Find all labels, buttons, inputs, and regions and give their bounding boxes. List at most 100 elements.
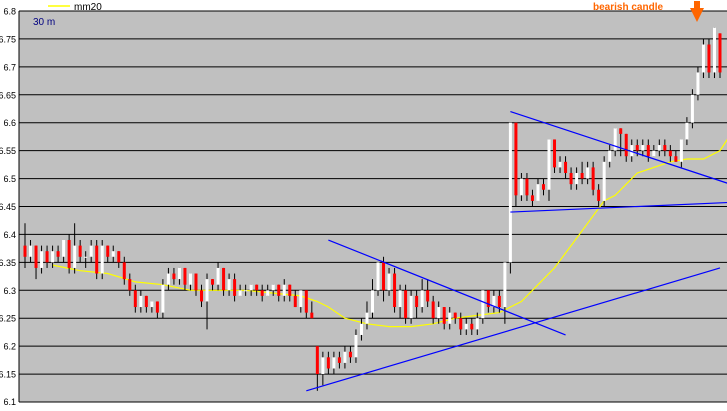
candle-body-bull (73, 245, 77, 268)
candle-body-bull (111, 251, 115, 257)
candle (420, 279, 424, 313)
candle-body-bull (321, 357, 325, 375)
candle-body-bear (426, 290, 430, 302)
candle-body-bear (591, 167, 595, 190)
candle-body-bear (337, 357, 341, 363)
candle (575, 167, 579, 190)
candle (84, 251, 88, 268)
candle-body-bull (177, 267, 181, 280)
candle-body-bear (431, 301, 435, 319)
mm20-line (52, 138, 727, 328)
candle (569, 167, 573, 190)
candle-body-bull (690, 94, 694, 123)
y-tick-label: 6.5 (3, 174, 16, 184)
candle (299, 290, 303, 313)
candle-body-bull (558, 161, 562, 168)
candle-body-bear (553, 139, 557, 168)
candle (536, 178, 540, 201)
candle-body-bear (23, 245, 27, 257)
candle (597, 184, 601, 207)
candle (415, 290, 419, 319)
candle-body-bear (541, 184, 545, 190)
candle-body-bear (635, 145, 639, 151)
candle (608, 145, 612, 168)
candle-body-bear (564, 161, 568, 173)
candle (602, 156, 606, 207)
y-tick-label: 6.8 (3, 7, 16, 17)
candle-body-bull (299, 290, 303, 308)
candle (586, 161, 590, 185)
timeframe-label: 30 m (33, 17, 55, 28)
candle-body-bear (117, 251, 121, 263)
candle (652, 145, 656, 157)
candle (128, 273, 132, 296)
candle-body-bear (348, 351, 352, 358)
candle-body-bull (161, 284, 165, 313)
candle (51, 245, 55, 268)
candle-body-bull (371, 290, 374, 313)
candle (613, 128, 617, 157)
candle-body-bull (238, 290, 242, 296)
candle (95, 240, 99, 280)
candle-body-bull (608, 150, 612, 162)
candle-body-bear (619, 128, 623, 134)
candle-body-bull (84, 256, 88, 258)
candle (690, 89, 694, 129)
candle-body-bear (260, 290, 264, 296)
y-tick-label: 6.2 (3, 342, 16, 352)
trendline-upper-falling-resistance (510, 110, 727, 184)
candle-body-bear (707, 44, 711, 73)
candle (89, 240, 93, 263)
candle (393, 267, 397, 313)
candle (244, 284, 248, 296)
candle-body-bull (630, 145, 634, 157)
candle-body-bear (668, 150, 672, 157)
trendline-falling-resistance (328, 239, 566, 336)
candle-body-bull (62, 240, 66, 257)
candle-body-bull (365, 312, 369, 324)
candle (492, 290, 496, 313)
candle-body-bear (315, 346, 319, 375)
candle (260, 284, 264, 302)
candle-body-bear (133, 290, 137, 308)
candle (646, 139, 650, 162)
candle-body-bull (282, 284, 286, 296)
candle-body-bull (420, 290, 424, 308)
candle (277, 284, 281, 302)
candle (641, 139, 645, 157)
candle-body-bull (652, 150, 656, 157)
annotation-bearish-candle: bearish candle (593, 2, 663, 13)
candle (630, 139, 634, 162)
y-tick-label: 6.6 (3, 118, 16, 128)
candle (23, 223, 27, 268)
candle-body-bull (354, 334, 358, 358)
candle (188, 273, 192, 291)
y-tick-label: 6.25 (0, 314, 16, 324)
candle (431, 295, 435, 324)
candle-body-bull (696, 72, 700, 95)
candle-body-bear (624, 133, 628, 157)
candles (23, 27, 722, 391)
candle (56, 245, 60, 263)
candle (271, 284, 275, 296)
candle-body-bull (266, 290, 270, 296)
candle-body-bull (503, 262, 507, 308)
candle-body-bull (166, 273, 170, 285)
candle-body-bull (586, 167, 590, 179)
candle (233, 273, 237, 302)
candle (553, 139, 557, 173)
candle-body-bear (442, 307, 446, 324)
y-tick-label: 6.15 (0, 370, 16, 380)
candle (387, 267, 391, 296)
candle-body-bear (56, 251, 60, 257)
candle-body-bull (409, 295, 413, 319)
candle-body-bull (641, 145, 645, 151)
candle (547, 139, 551, 201)
trendline-lower-rising-support (306, 267, 721, 392)
candle (437, 301, 441, 324)
candle (266, 284, 270, 296)
candle-body-bull (271, 284, 275, 291)
candle-body-bull (29, 245, 33, 257)
candle-body-bull (150, 301, 154, 308)
